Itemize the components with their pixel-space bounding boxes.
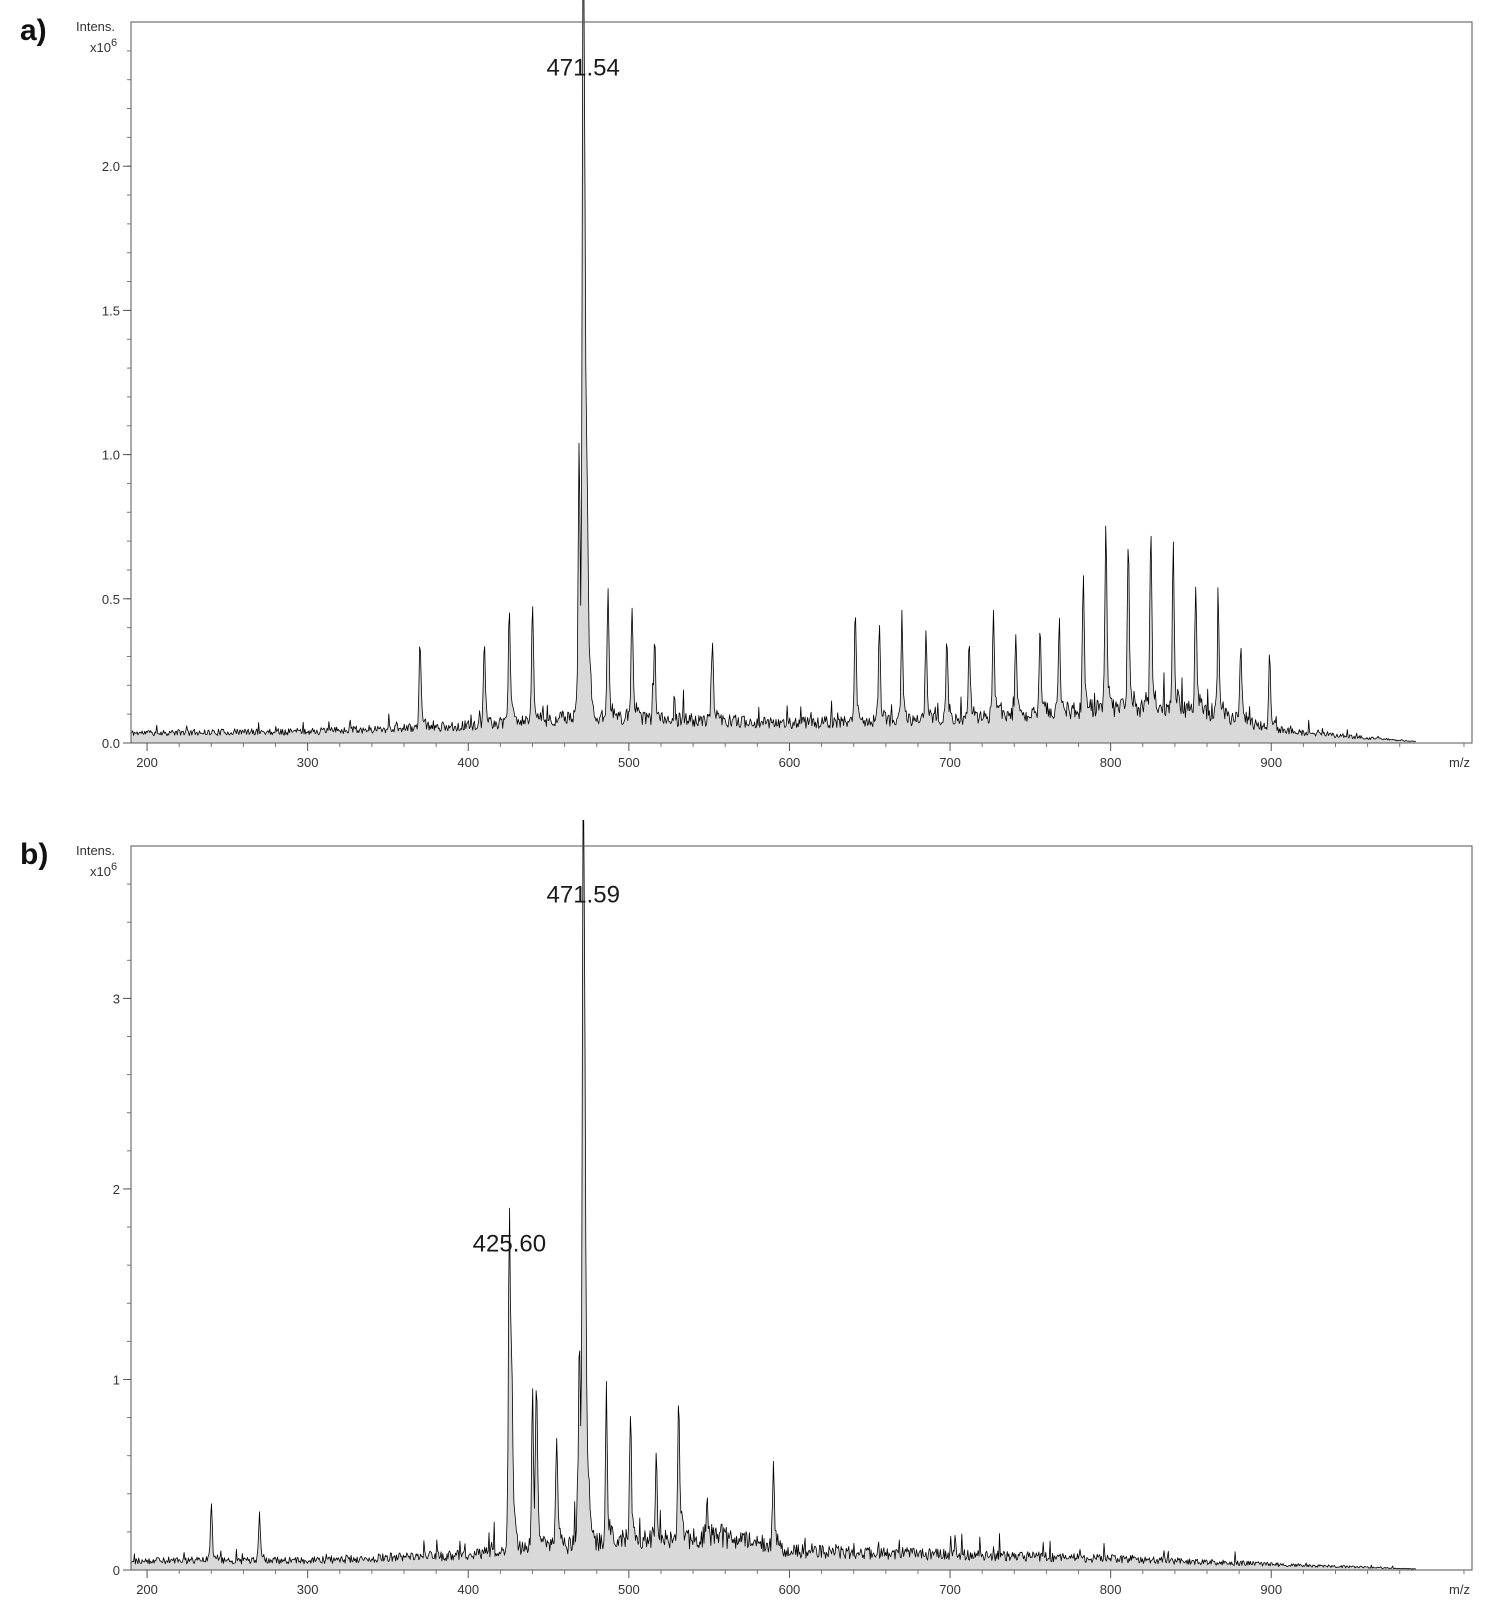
chart-b-peak-label: 425.60 <box>473 1230 546 1257</box>
chart-b-fill-area <box>131 820 1416 1570</box>
chart-b-spectrum-trace <box>130 820 1416 1570</box>
chart-a-x-tick-label: 900 <box>1260 755 1282 770</box>
chart-a-y-axis-label: Intens. <box>76 19 115 34</box>
chart-a-y-axis-unit-exponent: 6 <box>111 37 117 49</box>
chart-a-panel-label: a) <box>20 14 47 47</box>
chart-b-y-axis-unit-base: x10 <box>90 864 111 879</box>
chart-a-y-axis-unit-base: x10 <box>90 40 111 55</box>
chart-b-x-tick-label: 900 <box>1260 1582 1282 1597</box>
chart-a-x-tick-label: 400 <box>457 755 479 770</box>
chart-b-peak-label: 471.59 <box>547 882 620 909</box>
spectrum-panel-b: 0 1 2 3 200 300 400 500 600 700 800 900 m/z Intens. x1… <box>20 820 1473 1597</box>
chart-b-x-tick-label: 500 <box>618 1582 640 1597</box>
chart-a-y-tick-label: 1.0 <box>102 448 120 463</box>
chart-a-x-tick-label: 600 <box>779 755 801 770</box>
chart-a-x-tick-label: 800 <box>1100 755 1122 770</box>
spectrum-panel-a: 0.0 0.5 1.0 1.5 2.0 200 300 400 500 600 700 800 900 m… <box>20 0 1473 770</box>
chart-b-x-tick-label: 700 <box>939 1582 961 1597</box>
chart-a-y-tick-label: 0.5 <box>102 592 120 607</box>
chart-b-x-axis-label: m/z <box>1449 1582 1470 1597</box>
chart-b-x-tick-label: 300 <box>297 1582 319 1597</box>
chart-a-x-tick-label: 200 <box>136 755 158 770</box>
chart-a-plot-frame <box>130 21 1473 744</box>
chart-b-plot-frame <box>130 845 1473 1571</box>
chart-a-spectrum-trace <box>130 0 1416 742</box>
chart-b-x-tick-label: 200 <box>136 1582 158 1597</box>
chart-b-x-tick-label: 400 <box>457 1582 479 1597</box>
chart-b-y-tick-label: 2 <box>113 1182 120 1197</box>
chart-b-x-tick-label: 600 <box>779 1582 801 1597</box>
chart-a-y-tick-label: 2.0 <box>102 159 120 174</box>
chart-b-y-tick-label: 1 <box>113 1372 120 1387</box>
chart-b-y-axis-unit: x106 <box>90 861 117 879</box>
chart-b-panel-label: b) <box>20 838 48 871</box>
chart-b-y-axis-label: Intens. <box>76 843 115 858</box>
chart-a-y-axis-unit: x106 <box>90 37 117 55</box>
chart-a-fill-area <box>131 0 1416 743</box>
chart-b-y-tick-label: 0 <box>113 1563 120 1578</box>
chart-a-peak-label: 471.54 <box>546 54 619 81</box>
chart-a-y-tick-label: 0.0 <box>102 736 120 751</box>
chart-a-x-tick-label: 300 <box>297 755 319 770</box>
chart-a-y-tick-label: 1.5 <box>102 303 120 318</box>
chart-b-y-axis-unit-exponent: 6 <box>111 861 117 873</box>
chart-b-y-tick-label: 3 <box>113 991 120 1006</box>
chart-a-x-tick-label: 500 <box>618 755 640 770</box>
chart-b-x-tick-label: 800 <box>1100 1582 1122 1597</box>
chart-a-x-axis-label: m/z <box>1449 755 1470 770</box>
chart-a-x-tick-label: 700 <box>939 755 961 770</box>
